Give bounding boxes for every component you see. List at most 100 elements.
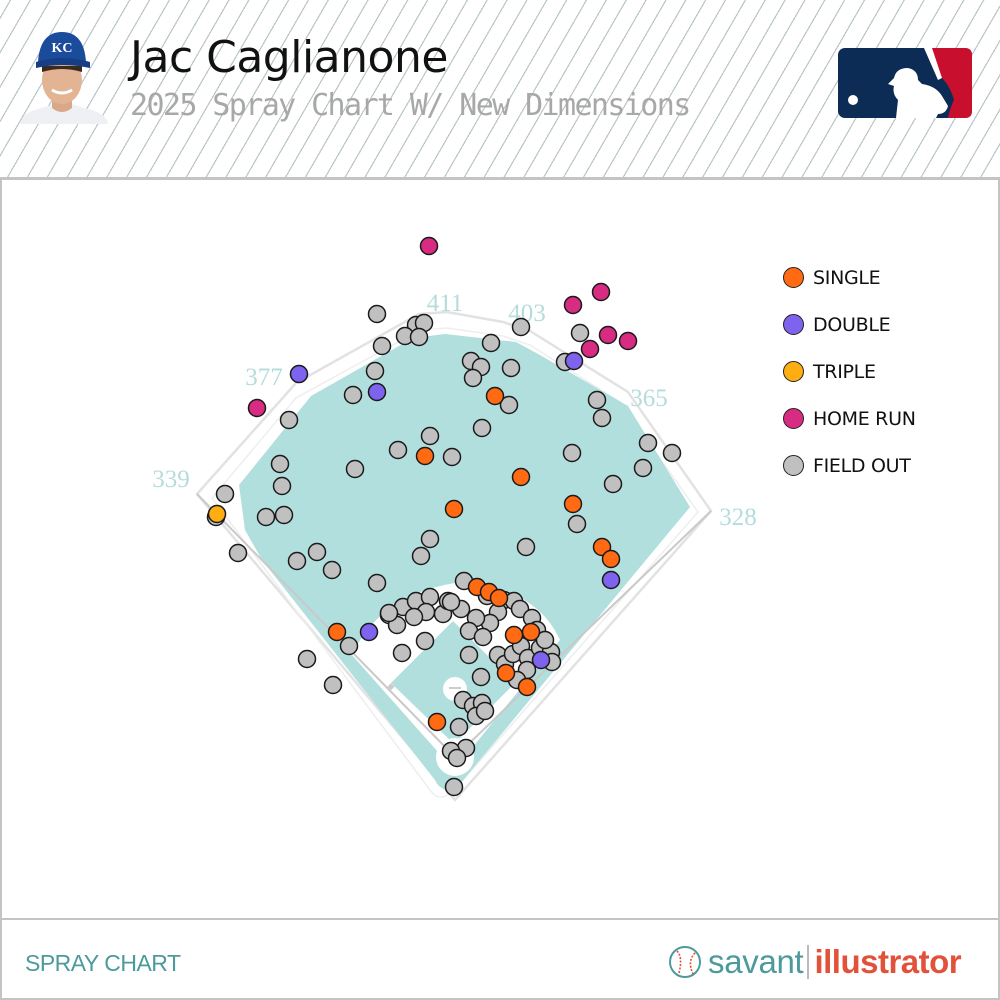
batted-ball-field-out[interactable] [587, 390, 607, 410]
batted-ball-home-run[interactable] [598, 325, 618, 345]
legend-item-home-run[interactable]: HOME RUN [783, 395, 916, 442]
team-cap-logo: KC [52, 41, 73, 56]
batted-ball-field-out[interactable] [411, 546, 431, 566]
batted-ball-field-out[interactable] [345, 459, 365, 479]
batted-ball-field-out[interactable] [472, 418, 492, 438]
batted-ball-single[interactable] [601, 549, 621, 569]
batted-ball-field-out[interactable] [501, 358, 521, 378]
batted-ball-home-run[interactable] [618, 331, 638, 351]
triple-marker-icon [783, 361, 804, 382]
batted-ball-field-out[interactable] [297, 649, 317, 669]
batted-ball-field-out[interactable] [322, 560, 342, 580]
batted-ball-triple[interactable] [207, 504, 227, 524]
batted-ball-single[interactable] [327, 622, 347, 642]
batted-ball-field-out[interactable] [570, 323, 590, 343]
header: KC Jac Caglianone 2025 Spray Chart W/ Ne… [0, 0, 1000, 180]
batted-ball-field-out[interactable] [379, 603, 399, 623]
batted-ball-double[interactable] [289, 364, 309, 384]
batted-ball-field-out[interactable] [388, 440, 408, 460]
batted-ball-field-out[interactable] [638, 433, 658, 453]
single-marker-icon [783, 267, 804, 288]
baseball-icon [669, 946, 701, 978]
batted-ball-field-out[interactable] [475, 701, 495, 721]
brand-divider [807, 945, 810, 979]
batted-ball-field-out[interactable] [307, 542, 327, 562]
batted-ball-field-out[interactable] [404, 607, 424, 627]
batted-ball-field-out[interactable] [562, 443, 582, 463]
batted-ball-field-out[interactable] [339, 636, 359, 656]
batted-ball-field-out[interactable] [420, 587, 440, 607]
batted-ball-field-out[interactable] [473, 627, 493, 647]
batted-ball-field-out[interactable] [459, 645, 479, 665]
batted-ball-field-out[interactable] [447, 748, 467, 768]
batted-ball-field-out[interactable] [367, 573, 387, 593]
batted-ball-field-out[interactable] [662, 443, 682, 463]
batted-ball-field-out[interactable] [442, 447, 462, 467]
batted-ball-single[interactable] [517, 677, 537, 697]
batted-ball-field-out[interactable] [471, 667, 491, 687]
batted-ball-single[interactable] [485, 386, 505, 406]
player-headshot: KC [20, 32, 108, 124]
batted-ball-single[interactable] [521, 622, 541, 642]
batted-ball-field-out[interactable] [415, 631, 435, 651]
batted-ball-single[interactable] [511, 467, 531, 487]
batted-ball-field-out[interactable] [463, 368, 483, 388]
batted-ball-field-out[interactable] [449, 717, 469, 737]
batted-ball-single[interactable] [427, 712, 447, 732]
batted-ball-field-out[interactable] [215, 484, 235, 504]
batted-ball-double[interactable] [531, 650, 551, 670]
batted-ball-double[interactable] [367, 382, 387, 402]
batted-ball-field-out[interactable] [287, 551, 307, 571]
batted-ball-field-out[interactable] [567, 514, 587, 534]
footer-chart-type: SPRAY CHART [25, 950, 181, 976]
batted-ball-home-run[interactable] [580, 339, 600, 359]
brand-savant: savant [708, 943, 804, 980]
batted-ball-field-out[interactable] [409, 327, 429, 347]
legend-item-triple[interactable]: TRIPLE [783, 348, 916, 395]
legend-label: SINGLE [813, 266, 881, 289]
legend-item-single[interactable]: SINGLE [783, 254, 916, 301]
batted-ball-home-run[interactable] [563, 295, 583, 315]
batted-ball-field-out[interactable] [372, 336, 392, 356]
legend-item-field-out[interactable]: FIELD OUT [783, 442, 916, 489]
batted-ball-single[interactable] [563, 494, 583, 514]
batted-ball-field-out[interactable] [367, 304, 387, 324]
batted-ball-double[interactable] [359, 622, 379, 642]
batted-ball-single[interactable] [415, 446, 435, 466]
batted-ball-field-out[interactable] [272, 476, 292, 496]
legend-item-double[interactable]: DOUBLE [783, 301, 916, 348]
batted-ball-field-out[interactable] [499, 395, 519, 415]
batted-ball-single[interactable] [489, 588, 509, 608]
batted-ball-field-out[interactable] [420, 529, 440, 549]
batted-ball-field-out[interactable] [535, 630, 555, 650]
batted-ball-home-run[interactable] [419, 236, 439, 256]
batted-ball-field-out[interactable] [511, 317, 531, 337]
batted-ball-field-out[interactable] [256, 507, 276, 527]
batted-ball-field-out[interactable] [481, 333, 501, 353]
batted-ball-field-out[interactable] [603, 474, 623, 494]
batted-ball-field-out[interactable] [592, 408, 612, 428]
mlb-logo-icon [838, 48, 972, 118]
batted-ball-double[interactable] [601, 570, 621, 590]
batted-ball-field-out[interactable] [441, 592, 461, 612]
batted-ball-home-run[interactable] [591, 282, 611, 302]
batted-ball-field-out[interactable] [516, 537, 536, 557]
batted-ball-field-out[interactable] [420, 426, 440, 446]
batted-ball-field-out[interactable] [633, 458, 653, 478]
batted-ball-single[interactable] [496, 663, 516, 683]
batted-ball-single[interactable] [444, 499, 464, 519]
batted-ball-double[interactable] [564, 351, 584, 371]
batted-ball-field-out[interactable] [444, 777, 464, 797]
batted-ball-field-out[interactable] [343, 385, 363, 405]
batted-ball-single[interactable] [504, 625, 524, 645]
batted-ball-field-out[interactable] [270, 454, 290, 474]
field-out-marker-icon [783, 455, 804, 476]
batted-ball-field-out[interactable] [323, 675, 343, 695]
batted-ball-field-out[interactable] [365, 361, 385, 381]
batted-ball-field-out[interactable] [392, 643, 412, 663]
batted-ball-field-out[interactable] [279, 410, 299, 430]
batted-ball-field-out[interactable] [274, 505, 294, 525]
batted-ball-field-out[interactable] [228, 543, 248, 563]
batted-ball-home-run[interactable] [247, 398, 267, 418]
